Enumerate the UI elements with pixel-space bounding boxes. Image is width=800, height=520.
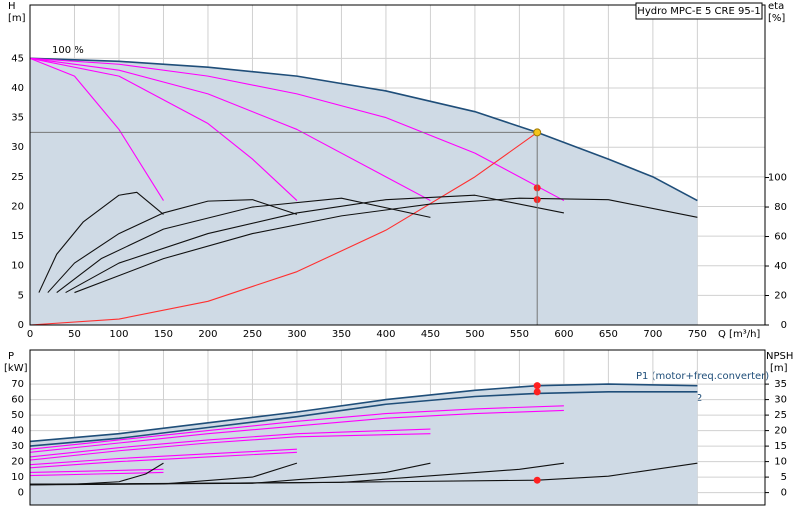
x-tick-label: 350 [332, 329, 351, 340]
y-tick-label: 35 [11, 113, 24, 124]
y2-label: NPSH [766, 351, 793, 362]
curve [29, 448, 297, 466]
x-tick-label: 0 [27, 329, 33, 340]
curve [29, 57, 298, 201]
curve [29, 57, 164, 201]
y2-tick-label: 20 [774, 291, 787, 302]
y-label: H [8, 1, 16, 12]
y2-label: eta [768, 1, 784, 12]
x-tick-label: 400 [376, 329, 395, 340]
curve [29, 131, 538, 326]
y-tick-label: 15 [11, 231, 24, 242]
curve [29, 57, 698, 202]
legend-box [635, 2, 763, 20]
y2-tick-label: 60 [774, 232, 787, 243]
y-tick-label: 40 [11, 426, 24, 437]
curve [29, 391, 698, 447]
x-tick-label: 250 [243, 329, 262, 340]
y-unit: [m] [8, 13, 26, 24]
curve [29, 405, 564, 450]
y-tick-label: 40 [11, 83, 24, 94]
plot-frame [29, 4, 766, 326]
y-tick-label: 30 [11, 441, 24, 452]
curve [29, 462, 564, 485]
x-label: Q [m³/h] [718, 329, 760, 340]
y-tick-label: 10 [11, 261, 24, 272]
x-tick-label: 600 [554, 329, 573, 340]
y-tick-label: 0 [18, 320, 24, 331]
y2-tick-label: 25 [774, 410, 787, 421]
curve [29, 468, 164, 473]
x-tick-label: 550 [510, 329, 529, 340]
y-unit: [kW] [4, 363, 28, 374]
y2-unit: [%] [768, 13, 785, 24]
y-tick-label: 60 [11, 395, 24, 406]
y-tick-label: 20 [11, 457, 24, 468]
point [533, 128, 542, 137]
x-tick-label: 300 [287, 329, 306, 340]
x-tick-label: 700 [643, 329, 662, 340]
curve [29, 451, 297, 469]
y2-tick-label: 20 [774, 426, 787, 437]
x-tick-label: 650 [599, 329, 618, 340]
y2-tick-label: 30 [774, 395, 787, 406]
curve [47, 199, 298, 293]
x-tick-label: 450 [421, 329, 440, 340]
y-tick-label: 50 [11, 410, 24, 421]
y2-tick-label: 0 [781, 320, 787, 331]
x-tick-label: 150 [154, 329, 173, 340]
x-tick-label: 500 [465, 329, 484, 340]
y2-tick-label: 100 [768, 173, 787, 184]
x-tick-label: 200 [198, 329, 217, 340]
y-tick-label: 45 [11, 53, 24, 64]
curve [29, 409, 564, 453]
annotation: 100 % [52, 45, 84, 56]
curve [74, 197, 698, 294]
curve [29, 57, 565, 202]
y2-tick-label: 40 [774, 261, 787, 272]
curve [29, 433, 431, 461]
y-tick-label: 70 [11, 379, 24, 390]
y-tick-label: 30 [11, 142, 24, 153]
x-tick-label: 750 [688, 329, 707, 340]
y2-tick-label: 80 [774, 202, 787, 213]
curve [56, 197, 431, 293]
area [30, 384, 698, 505]
y2-tick-label: 15 [774, 441, 787, 452]
y-label: P [8, 351, 14, 362]
y-tick-label: 25 [11, 172, 24, 183]
point [533, 476, 541, 484]
chart-title: Hydro MPC-E 5 CRE 95-1 [637, 6, 760, 17]
curve [29, 471, 164, 477]
y-tick-label: 20 [11, 201, 24, 212]
curve [29, 383, 698, 443]
point [533, 382, 541, 390]
area [30, 58, 698, 325]
y2-tick-label: 0 [781, 488, 787, 499]
y2-unit: [m] [770, 363, 788, 374]
y2-tick-label: 5 [781, 472, 787, 483]
curve [29, 57, 431, 202]
curve [29, 428, 431, 458]
x-tick-label: 100 [109, 329, 128, 340]
point [533, 388, 541, 396]
y-tick-label: 0 [18, 488, 24, 499]
x-tick-label: 50 [68, 329, 81, 340]
plot-frame [29, 349, 766, 506]
y2-tick-label: 10 [774, 457, 787, 468]
curve [65, 194, 565, 294]
y2-tick-label: 35 [774, 379, 787, 390]
curve [38, 191, 164, 293]
y-tick-label: 5 [18, 290, 24, 301]
legend-label: P1 (motor+freq.converter) [636, 371, 769, 382]
y-tick-label: 10 [11, 472, 24, 483]
